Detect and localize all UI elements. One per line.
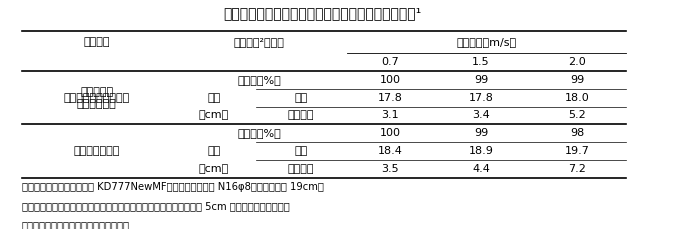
Text: （前作物：イタリアン: （前作物：イタリアン xyxy=(64,93,130,103)
Text: １粒率（%）: １粒率（%） xyxy=(237,75,281,85)
Text: １粒率（%）: １粒率（%） xyxy=(237,128,281,138)
Text: 作業速度（m/s）: 作業速度（m/s） xyxy=(456,37,517,47)
Text: 4.4: 4.4 xyxy=(472,164,490,174)
Text: 17.8: 17.8 xyxy=(468,93,493,103)
Text: 99: 99 xyxy=(474,75,488,85)
Text: ライグラス）: ライグラス） xyxy=(77,98,117,109)
Text: 3.1: 3.1 xyxy=(382,110,399,120)
Text: 17.8: 17.8 xyxy=(378,93,402,103)
Text: １粒率＊²、株間: １粒率＊²、株間 xyxy=(234,37,285,47)
Text: 株間: 株間 xyxy=(207,93,220,103)
Text: 7.2: 7.2 xyxy=(568,164,586,174)
Text: 18.4: 18.4 xyxy=(378,146,402,156)
Text: ＊１：供試トウモロコシは KD777NewMF、分離プレートは N16φ8、設定株間は 19cm。: ＊１：供試トウモロコシは KD777NewMF、分離プレートは N16φ8、設定… xyxy=(22,182,323,192)
Text: 試験ほ場: 試験ほ場 xyxy=(83,37,110,47)
Text: 平均: 平均 xyxy=(295,93,308,103)
Text: 100: 100 xyxy=(379,75,400,85)
Text: 標準偏差: 標準偏差 xyxy=(288,110,314,120)
Text: ＊２：総繰出回数に対する１粒点播された種子の割合であり、株間 5cm 以内を１回２粒繰出、: ＊２：総繰出回数に対する１粒点播された種子の割合であり、株間 5cm 以内を１回… xyxy=(22,201,289,211)
Text: 99: 99 xyxy=(474,128,488,138)
Text: 平均: 平均 xyxy=(295,146,308,156)
Text: 株間: 株間 xyxy=(207,146,220,156)
Text: 標準偏差: 標準偏差 xyxy=(288,164,314,174)
Text: 0.7: 0.7 xyxy=(382,57,399,67)
Text: 耕うん整地ほ場: 耕うん整地ほ場 xyxy=(74,146,120,156)
Text: 3.4: 3.4 xyxy=(472,110,490,120)
Text: 99: 99 xyxy=(570,75,584,85)
Text: （cm）: （cm） xyxy=(199,164,229,174)
Text: 設定株間の２倍以上を欠株と判定。: 設定株間の２倍以上を欠株と判定。 xyxy=(22,220,130,229)
Text: 5.2: 5.2 xyxy=(568,110,586,120)
Text: 1.5: 1.5 xyxy=(473,57,490,67)
Text: 19.7: 19.7 xyxy=(565,146,589,156)
Text: 18.9: 18.9 xyxy=(468,146,493,156)
Text: 98: 98 xyxy=(570,128,584,138)
Text: 18.0: 18.0 xyxy=(565,93,589,103)
Text: 表２　開発機の作業速度と１粒率・株間との関係＊¹: 表２ 開発機の作業速度と１粒率・株間との関係＊¹ xyxy=(223,6,421,20)
Text: 不耕起ほ場: 不耕起ほ場 xyxy=(80,87,113,97)
Text: 3.5: 3.5 xyxy=(382,164,399,174)
Text: （cm）: （cm） xyxy=(199,110,229,120)
Text: 2.0: 2.0 xyxy=(568,57,586,67)
Text: 100: 100 xyxy=(379,128,400,138)
